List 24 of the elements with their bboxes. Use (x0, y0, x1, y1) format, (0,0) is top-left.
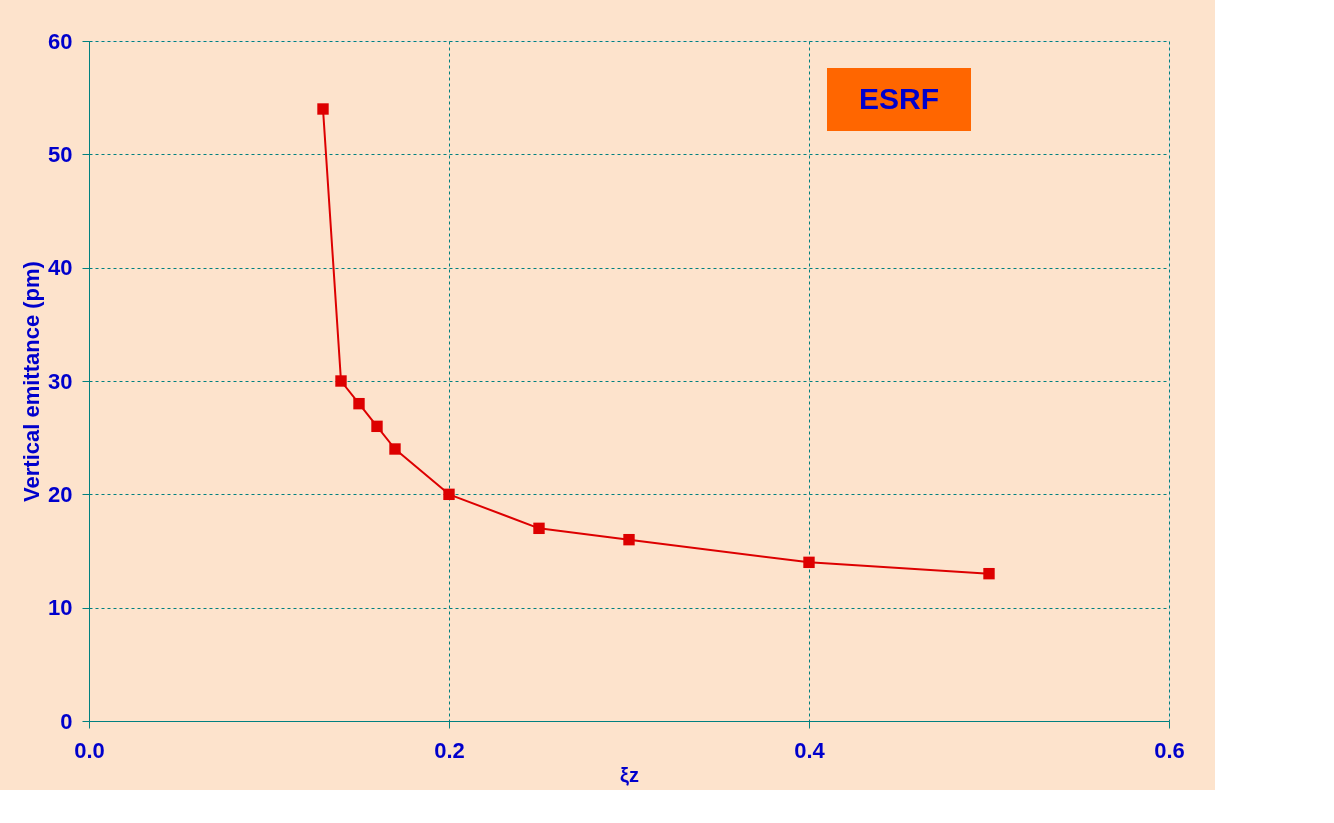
x-tick-label: 0.4 (794, 737, 826, 763)
point (983, 567, 995, 580)
x-axis-title: ξz (620, 763, 639, 786)
y-axis-title: Vertical emittance (pm) (19, 261, 45, 502)
point (443, 488, 455, 501)
x-tick-label: 0.2 (434, 737, 465, 763)
x-tick-label: 0.0 (74, 737, 105, 763)
y-tick-label: 10 (48, 595, 73, 621)
y-tick-label: 0 (60, 708, 73, 734)
point (623, 533, 635, 546)
y-tick-label: 50 (48, 141, 73, 167)
x-tick-label: 0.6 (1154, 737, 1185, 763)
point (803, 556, 815, 569)
point (533, 522, 545, 535)
annotation: ESRF (858, 82, 940, 115)
y-tick-label: 60 (48, 28, 73, 54)
point (389, 443, 401, 455)
y-tick-label: 20 (48, 481, 73, 507)
point (317, 103, 329, 115)
y-tick-label: 30 (48, 368, 73, 394)
point (371, 420, 383, 433)
point (335, 375, 347, 387)
point (353, 397, 365, 410)
y-tick-label: 40 (48, 255, 73, 281)
